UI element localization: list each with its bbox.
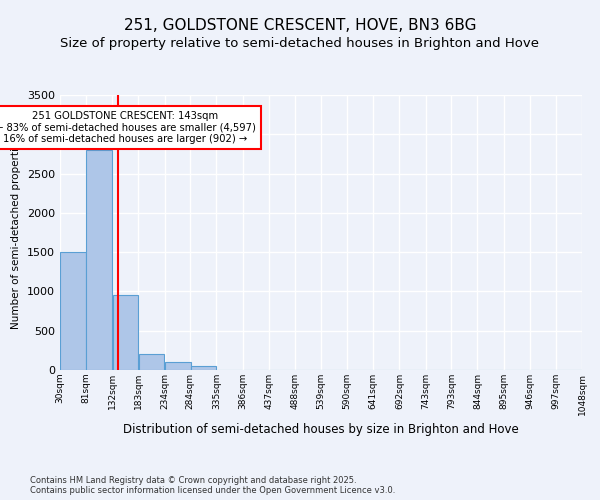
Text: Distribution of semi-detached houses by size in Brighton and Hove: Distribution of semi-detached houses by … (123, 422, 519, 436)
Text: 251 GOLDSTONE CRESCENT: 143sqm
← 83% of semi-detached houses are smaller (4,597): 251 GOLDSTONE CRESCENT: 143sqm ← 83% of … (0, 110, 256, 144)
Bar (191, 366, 216, 370)
Bar (113, 296, 138, 370)
Y-axis label: Number of semi-detached properties: Number of semi-detached properties (11, 136, 22, 329)
Text: Contains HM Land Registry data © Crown copyright and database right 2025.
Contai: Contains HM Land Registry data © Crown c… (30, 476, 395, 495)
Bar (60, 252, 86, 370)
Bar (165, 362, 191, 370)
Bar (139, 354, 164, 370)
Text: Size of property relative to semi-detached houses in Brighton and Hove: Size of property relative to semi-detach… (61, 38, 539, 51)
Text: 251, GOLDSTONE CRESCENT, HOVE, BN3 6BG: 251, GOLDSTONE CRESCENT, HOVE, BN3 6BG (124, 18, 476, 32)
Bar (86, 150, 112, 370)
